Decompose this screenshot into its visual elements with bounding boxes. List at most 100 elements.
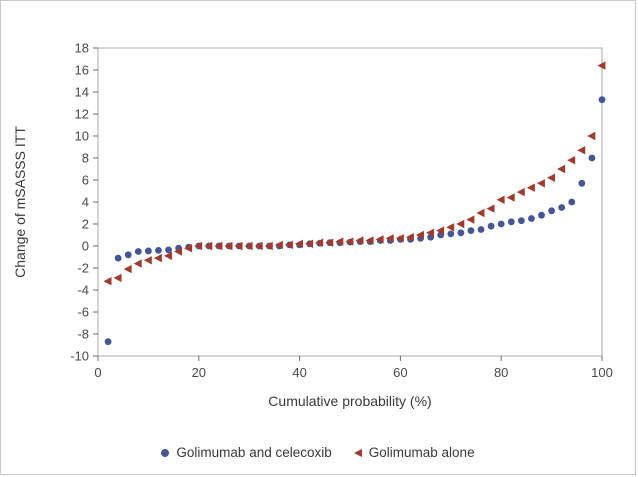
data-point-series-1 [123, 264, 132, 274]
data-point-series-1 [103, 277, 112, 286]
legend-item-golimumab-alone: Golimumab alone [353, 445, 475, 460]
data-point-series-1 [567, 156, 576, 165]
plot-frame [97, 47, 603, 357]
data-point-series-1 [163, 251, 172, 261]
x-tick-label: 20 [192, 365, 206, 380]
data-point-series-1 [254, 241, 263, 251]
data-point-series-1 [133, 259, 142, 268]
data-point-series-1 [375, 235, 384, 244]
data-point-series-1 [184, 244, 193, 253]
data-point-series-0 [507, 218, 515, 226]
data-point-series-1 [264, 241, 273, 251]
data-point-series-0 [487, 222, 495, 230]
y-tick-label: 14 [75, 85, 89, 100]
y-tick-label: -8 [77, 327, 89, 342]
data-point-series-0 [568, 198, 576, 206]
data-point-series-0 [457, 229, 465, 237]
data-point-series-0 [497, 220, 505, 228]
data-point-series-0 [548, 207, 555, 215]
data-point-series-1 [577, 146, 586, 155]
legend-label: Golimumab and celecoxib [176, 445, 332, 460]
data-point-series-1 [597, 61, 606, 70]
legend-label: Golimumab alone [368, 445, 475, 460]
data-point-series-1 [587, 131, 596, 141]
data-point-series-0 [165, 246, 172, 254]
data-point-series-1 [244, 241, 253, 251]
y-tick-label: 10 [75, 129, 89, 144]
data-point-series-1 [516, 187, 525, 197]
data-point-series-0 [517, 217, 525, 225]
data-point-series-0 [104, 338, 112, 346]
y-tick-label: 16 [75, 63, 89, 78]
data-point-series-0 [588, 154, 596, 162]
data-point-series-1 [526, 183, 535, 192]
y-tick-label: -4 [77, 283, 89, 298]
triangle-left-marker-icon [353, 448, 362, 457]
circle-marker-icon [161, 448, 170, 457]
data-point-series-0 [538, 211, 545, 219]
data-point-series-1 [415, 230, 424, 240]
data-point-series-1 [204, 241, 213, 251]
data-point-series-1 [385, 234, 394, 243]
data-point-series-1 [486, 204, 495, 213]
data-point-series-1 [335, 237, 344, 246]
data-point-series-1 [476, 208, 485, 218]
data-point-series-1 [305, 239, 314, 248]
x-tick-label: 80 [494, 365, 508, 380]
y-axis-title: Change of mSASSS ITT [12, 126, 28, 278]
data-point-series-1 [547, 173, 555, 182]
data-point-series-1 [113, 273, 122, 283]
x-tick-label: 0 [94, 365, 101, 380]
y-tick-label: 6 [82, 173, 89, 188]
data-point-series-1 [295, 239, 303, 248]
y-tick-label: -6 [77, 305, 89, 320]
chart-legend: Golimumab and celecoxib Golimumab alone [1, 445, 635, 460]
data-point-series-0 [124, 251, 132, 259]
data-point-series-0 [528, 215, 535, 222]
y-tick-label: 2 [82, 217, 89, 232]
data-point-series-1 [315, 238, 324, 247]
data-point-series-1 [194, 241, 203, 251]
data-point-series-0 [598, 96, 606, 104]
data-point-series-1 [557, 164, 566, 174]
data-point-series-1 [536, 179, 545, 188]
y-tick-label: -10 [70, 349, 89, 364]
data-point-series-1 [426, 228, 435, 237]
y-tick-label: 0 [82, 239, 89, 254]
y-tick-label: 18 [75, 41, 89, 56]
data-point-series-1 [395, 234, 404, 243]
y-tick-label: 12 [75, 107, 89, 122]
x-axis-title: Cumulative probability (%) [268, 393, 431, 409]
x-tick-label: 40 [292, 365, 306, 380]
data-point-series-1 [284, 240, 293, 250]
data-point-series-1 [214, 241, 223, 251]
data-point-series-1 [325, 238, 334, 247]
y-tick-label: 4 [82, 195, 89, 210]
data-point-series-1 [365, 236, 374, 245]
data-point-series-1 [234, 241, 243, 251]
data-point-series-0 [467, 227, 475, 235]
data-point-series-1 [436, 226, 445, 235]
x-tick-label: 100 [591, 365, 613, 380]
x-tick-label: 60 [393, 365, 407, 380]
data-point-series-1 [174, 247, 183, 256]
data-point-series-0 [114, 254, 122, 262]
data-point-series-1 [153, 253, 162, 263]
data-point-series-0 [134, 248, 142, 255]
data-point-series-1 [274, 240, 283, 250]
data-point-series-1 [143, 256, 152, 265]
data-point-series-0 [447, 230, 455, 238]
data-point-series-1 [446, 223, 455, 232]
data-point-series-0 [578, 179, 586, 187]
data-point-series-1 [355, 236, 364, 245]
data-point-series-0 [477, 226, 485, 233]
data-point-series-0 [155, 247, 162, 254]
y-tick-label: 8 [82, 151, 89, 166]
data-point-series-1 [345, 237, 354, 246]
y-tick-label: -2 [77, 261, 89, 276]
data-point-series-1 [456, 219, 465, 229]
legend-item-golimumab-celecoxib: Golimumab and celecoxib [161, 445, 332, 460]
data-point-series-1 [496, 195, 505, 204]
